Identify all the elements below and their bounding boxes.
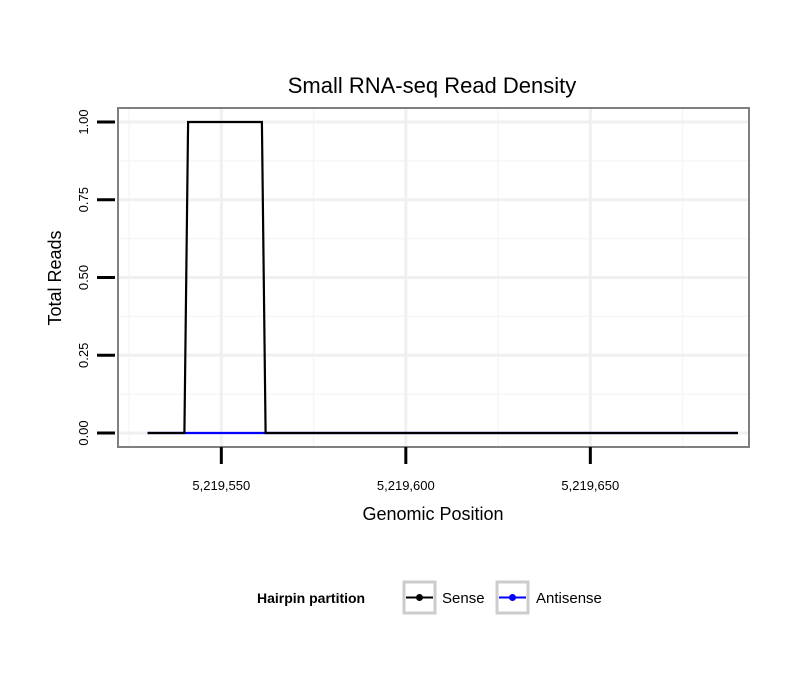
x-tick-label: 5,219,650 (561, 478, 619, 493)
y-tick-label: 0.25 (76, 343, 91, 368)
legend-label-sense: Sense (442, 590, 485, 607)
y-tick-label: 0.00 (76, 420, 91, 445)
legend: Hairpin partition Sense Antisense (257, 580, 602, 615)
legend-title: Hairpin partition (257, 590, 365, 606)
plot-frame (117, 107, 750, 448)
x-tick-label: 5,219,550 (192, 478, 250, 493)
legend-point-antisense (509, 594, 516, 601)
y-tick-label: 0.75 (76, 187, 91, 212)
chart-title: Small RNA-seq Read Density (288, 73, 577, 98)
y-axis: 0.00 0.25 0.50 0.75 1.00 (76, 109, 115, 446)
x-axis: 5,219,550 5,219,600 5,219,650 (192, 447, 619, 493)
y-tick-label: 1.00 (76, 109, 91, 134)
y-tick-label: 0.50 (76, 265, 91, 290)
x-tick-label: 5,219,600 (377, 478, 435, 493)
legend-point-sense (416, 594, 423, 601)
x-axis-label: Genomic Position (362, 504, 503, 524)
y-axis-label: Total Reads (45, 230, 65, 325)
series-line-sense (147, 120, 738, 435)
series-lines (147, 120, 738, 435)
legend-label-antisense: Antisense (536, 590, 602, 607)
panel-border (117, 107, 750, 448)
